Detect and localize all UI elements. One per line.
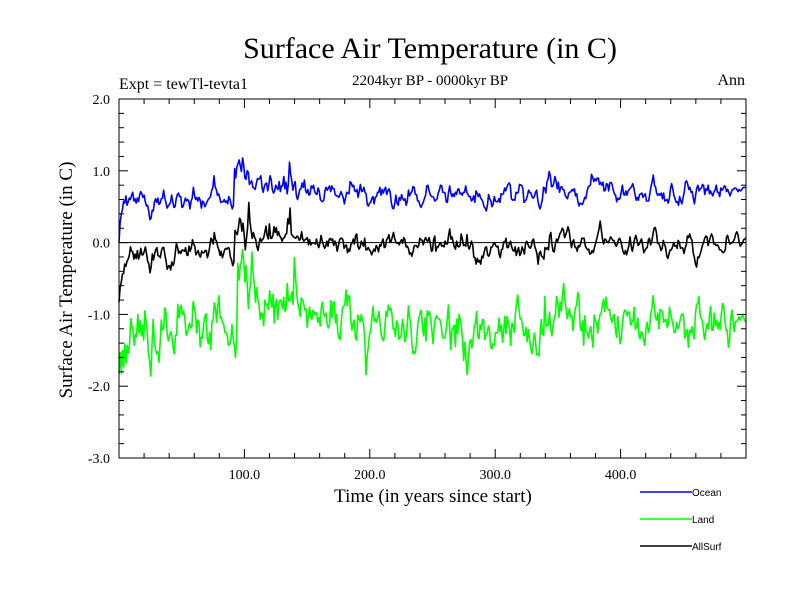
- x-tick-label: 200.0: [354, 468, 386, 483]
- plot-frame: [118, 98, 747, 459]
- y-tick-label: 1.0: [93, 165, 111, 180]
- y-tick-label: 2.0: [93, 93, 111, 108]
- y-axis-label: Surface Air Temperature (in C): [56, 162, 77, 399]
- series-line-land: [118, 249, 747, 377]
- series-layer: [118, 157, 747, 377]
- y-tick-label: 0.0: [93, 237, 111, 252]
- axis-ticks: [119, 98, 746, 459]
- y-tick-label: -1.0: [88, 308, 110, 323]
- x-tick-label: 400.0: [605, 468, 637, 483]
- y-tick-label: -2.0: [88, 380, 110, 395]
- chart-title: Surface Air Temperature (in C): [243, 32, 617, 65]
- legend: Ocean Land AllSurf: [640, 488, 722, 553]
- y-tick-label: -3.0: [88, 452, 110, 467]
- legend-label-allsurf: AllSurf: [692, 542, 722, 553]
- legend-label-ocean: Ocean: [692, 488, 721, 499]
- x-axis-label: Time (in years since start): [334, 486, 532, 507]
- series-line-ocean: [118, 157, 747, 243]
- series-line-allsurf: [118, 201, 747, 303]
- experiment-label: Expt = tewTl-tevta1: [119, 76, 248, 93]
- legend-label-land: Land: [692, 515, 714, 526]
- axis-tick-labels: 100.0 200.0 300.0 400.0 2.0 1.0 0.0 -1.0 -2.0 -3.…: [88, 93, 637, 483]
- x-tick-label: 100.0: [229, 468, 261, 483]
- chart-subtitle: 2204kyr BP - 0000kyr BP: [352, 73, 508, 89]
- x-tick-label: 300.0: [479, 468, 511, 483]
- season-label: Ann: [717, 72, 745, 89]
